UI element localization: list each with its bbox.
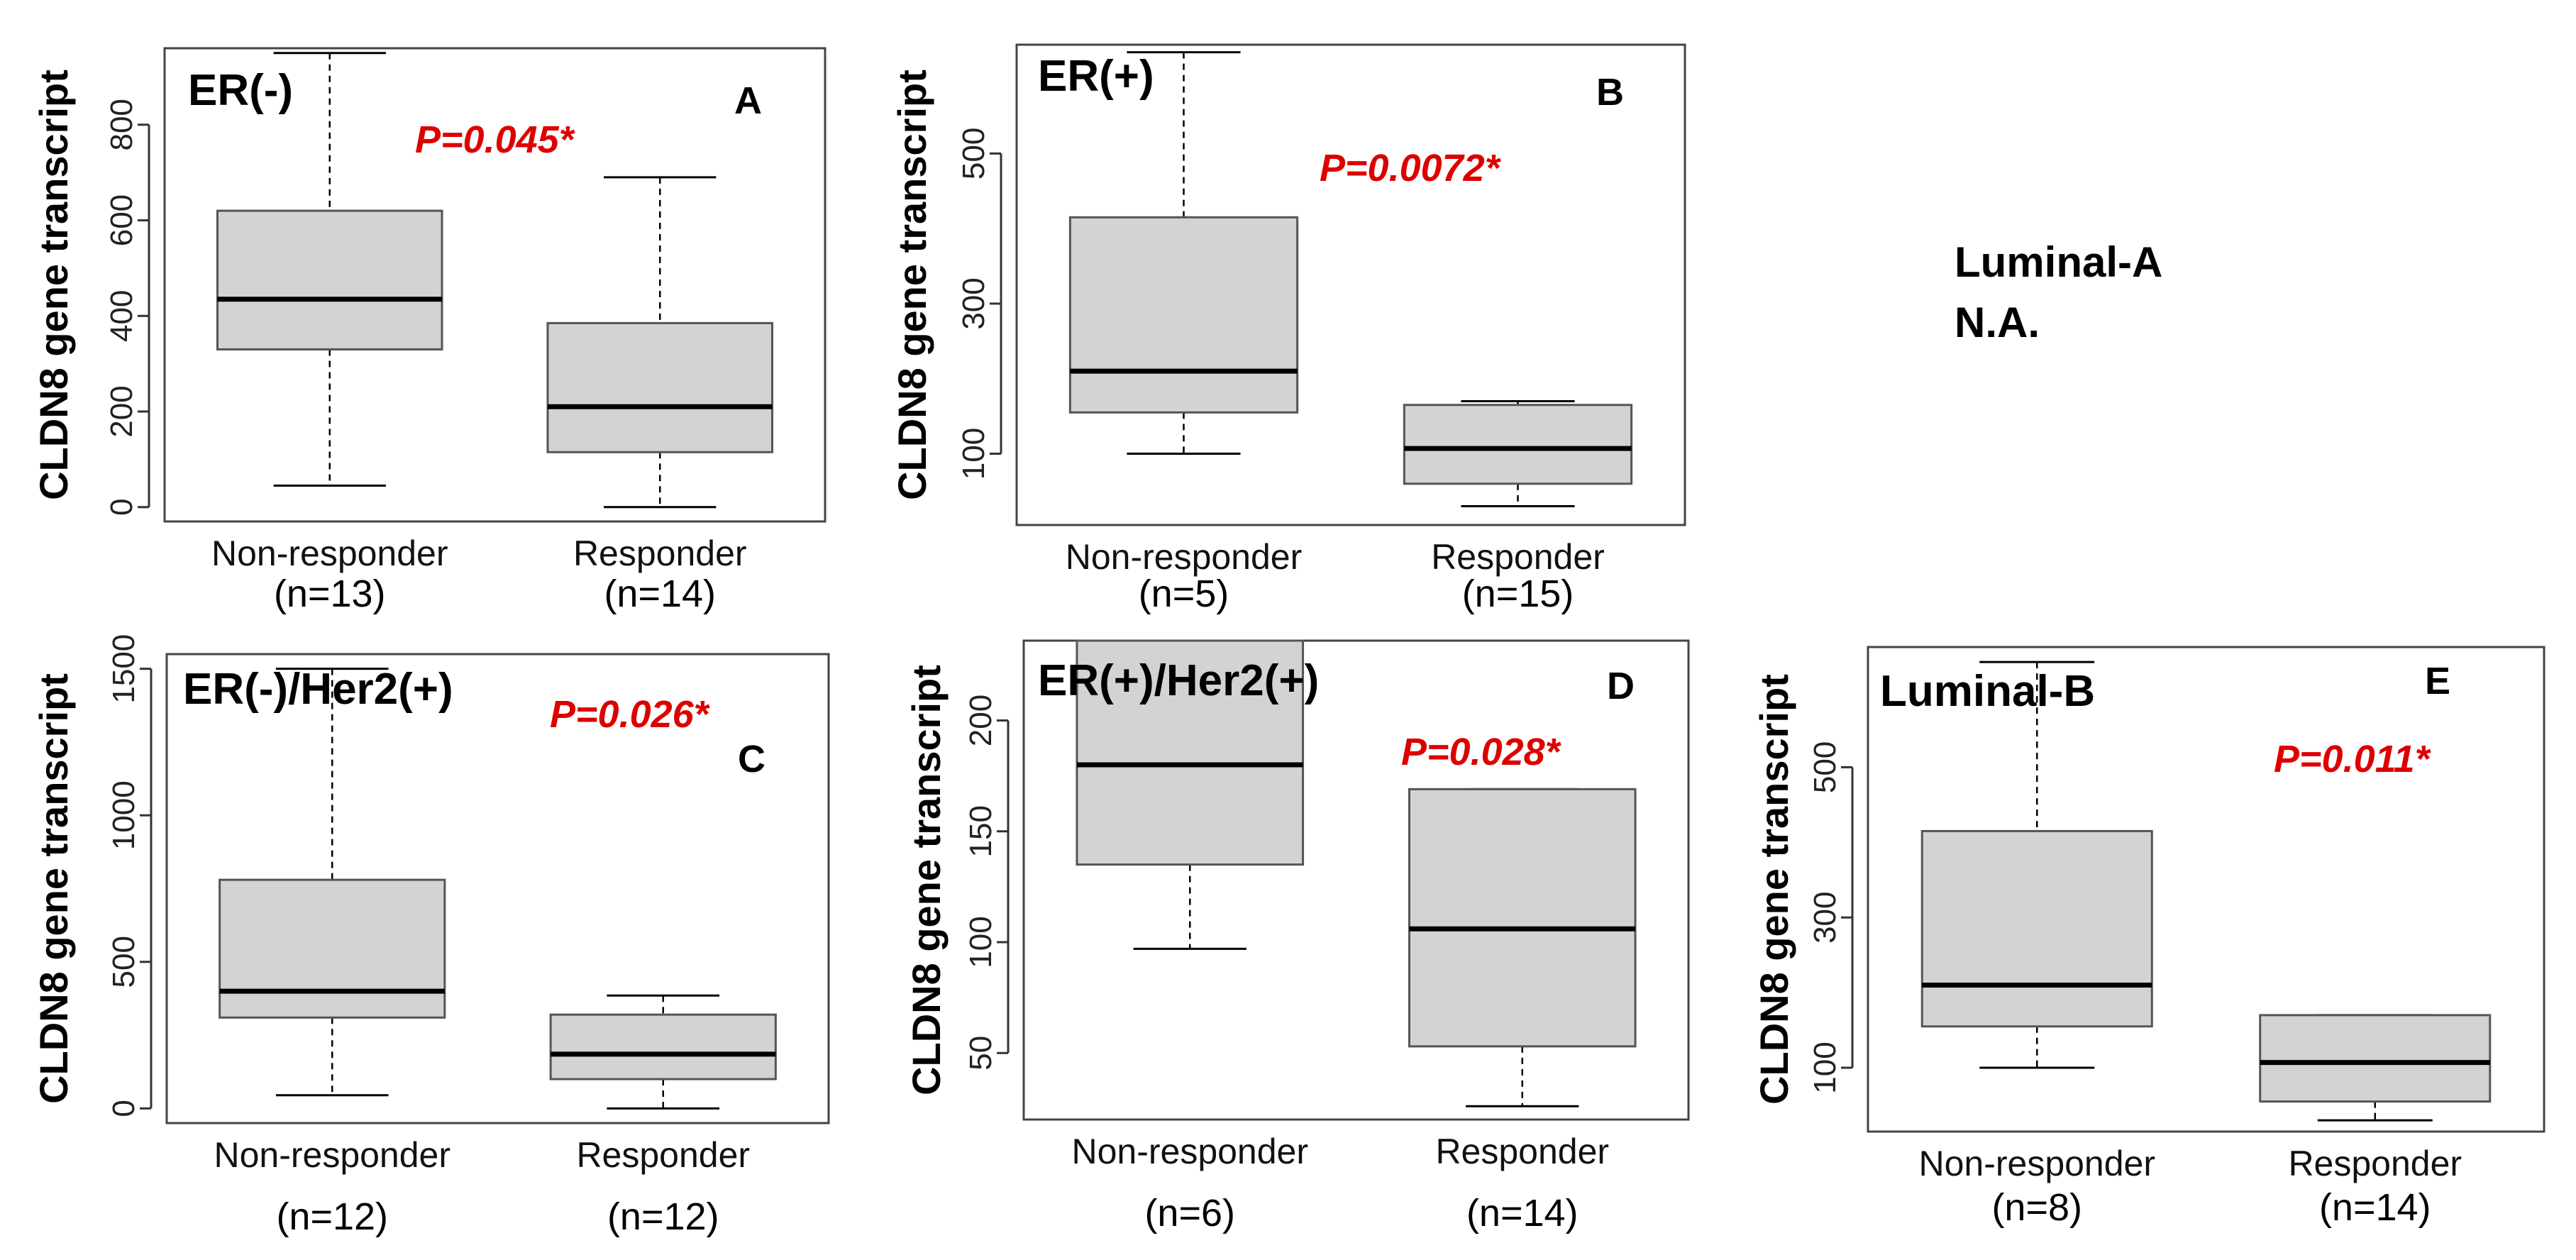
n-label: (n=15) <box>1462 573 1574 615</box>
luminal-a-label: Luminal-A <box>1955 238 2162 286</box>
y-tick-label: 100 <box>963 916 998 968</box>
panel-title: ER(-) <box>188 66 293 115</box>
category-label: Non-responder <box>1066 537 1303 577</box>
y-tick-label: 200 <box>963 695 998 746</box>
plot-frame <box>1015 43 1686 526</box>
panel-title: Luminal-B <box>1880 667 2095 716</box>
y-tick-label: 150 <box>963 805 998 857</box>
y-tick-label: 800 <box>104 99 139 150</box>
p-value: P=0.011* <box>2274 738 2432 780</box>
box-non-responder <box>1068 216 1299 414</box>
y-tick-label: 0 <box>104 499 139 516</box>
plot-frame <box>163 47 827 523</box>
category-label: Non-responder <box>1071 1132 1308 1171</box>
p-value: P=0.028* <box>1401 731 1562 773</box>
n-label: (n=14) <box>604 573 716 615</box>
plot-frame <box>1022 639 1690 1121</box>
y-tick-label: 500 <box>106 936 141 988</box>
panel-d: 50 100 150 200 CLDN8 gene transcript Non-resp… <box>904 639 1690 1234</box>
box-non-responder <box>216 209 443 350</box>
y-tick-label: 50 <box>963 1036 998 1071</box>
y-axis-label: CLDN8 gene transcript <box>31 673 76 1104</box>
category-label: Responder <box>1431 537 1605 577</box>
p-value: P=0.045* <box>415 118 576 161</box>
n-label: (n=14) <box>2319 1186 2431 1229</box>
n-label: (n=12) <box>276 1195 388 1238</box>
luminal-a-na-label: N.A. <box>1955 299 2040 346</box>
category-label: Responder <box>573 534 747 573</box>
panel-letter: B <box>1596 71 1624 114</box>
panel-a: 0 200 400 600 800 CLDN8 gene transcript Non-re… <box>31 47 827 615</box>
n-label: (n=6) <box>1144 1192 1235 1234</box>
y-tick-label: 300 <box>956 277 991 329</box>
y-tick-label: 100 <box>1808 1041 1842 1093</box>
box-responder <box>1403 404 1633 485</box>
panel-letter: E <box>2425 660 2450 702</box>
y-tick-label: 500 <box>956 128 991 179</box>
panel-letter: D <box>1607 665 1635 707</box>
y-tick-label: 0 <box>106 1100 141 1117</box>
y-axis-label: CLDN8 gene transcript <box>890 70 934 500</box>
box-non-responder <box>1076 639 1305 866</box>
y-tick-label: 1000 <box>106 780 141 850</box>
y-tick-label: 200 <box>104 385 139 437</box>
n-label: (n=12) <box>607 1195 719 1238</box>
y-axis-label: CLDN8 gene transcript <box>31 70 76 500</box>
y-tick-label: 1500 <box>106 634 141 704</box>
n-label: (n=14) <box>1466 1192 1579 1234</box>
p-value: P=0.026* <box>550 693 711 736</box>
panel-letter: C <box>738 738 765 780</box>
box-non-responder <box>1920 829 2153 1028</box>
y-tick-label: 300 <box>1808 891 1842 943</box>
plot-frame <box>165 653 830 1124</box>
p-value: P=0.0072* <box>1320 147 1502 189</box>
category-label: Non-responder <box>211 534 448 573</box>
plot-frame <box>1867 646 2545 1133</box>
category-label: Non-responder <box>1918 1144 2155 1183</box>
box-responder <box>546 321 774 453</box>
y-axis-label: CLDN8 gene transcript <box>1752 674 1796 1105</box>
category-label: Non-responder <box>214 1135 450 1175</box>
y-axis-label: CLDN8 gene transcript <box>904 665 949 1095</box>
panel-b: 100 300 500 CLDN8 gene transcript Non-respon… <box>890 43 1686 615</box>
n-label: (n=8) <box>1991 1186 2082 1229</box>
y-tick-label: 600 <box>104 194 139 246</box>
category-label: Responder <box>1435 1132 1609 1171</box>
box-responder <box>1408 788 1637 1048</box>
panel-title: ER(-)/Her2(+) <box>183 665 453 714</box>
y-tick-label: 100 <box>956 428 991 480</box>
panel-title: ER(+)/Her2(+) <box>1038 656 1319 705</box>
panel-e: 100 300 500 CLDN8 gene transcript Non-respon… <box>1752 646 2545 1229</box>
n-label: (n=13) <box>274 573 386 615</box>
box-non-responder <box>219 878 446 1019</box>
box-responder <box>549 1013 777 1081</box>
panel-c: 0 500 1000 1500 CLDN8 gene transcript Non-res… <box>31 634 830 1238</box>
y-tick-label: 400 <box>104 290 139 342</box>
category-label: Responder <box>2288 1144 2462 1183</box>
y-tick-label: 500 <box>1808 741 1842 793</box>
panel-title: ER(+) <box>1038 52 1154 101</box>
category-label: Responder <box>576 1135 750 1175</box>
n-label: (n=5) <box>1139 573 1229 615</box>
box-responder <box>2259 1014 2492 1103</box>
panel-letter: A <box>734 79 762 122</box>
